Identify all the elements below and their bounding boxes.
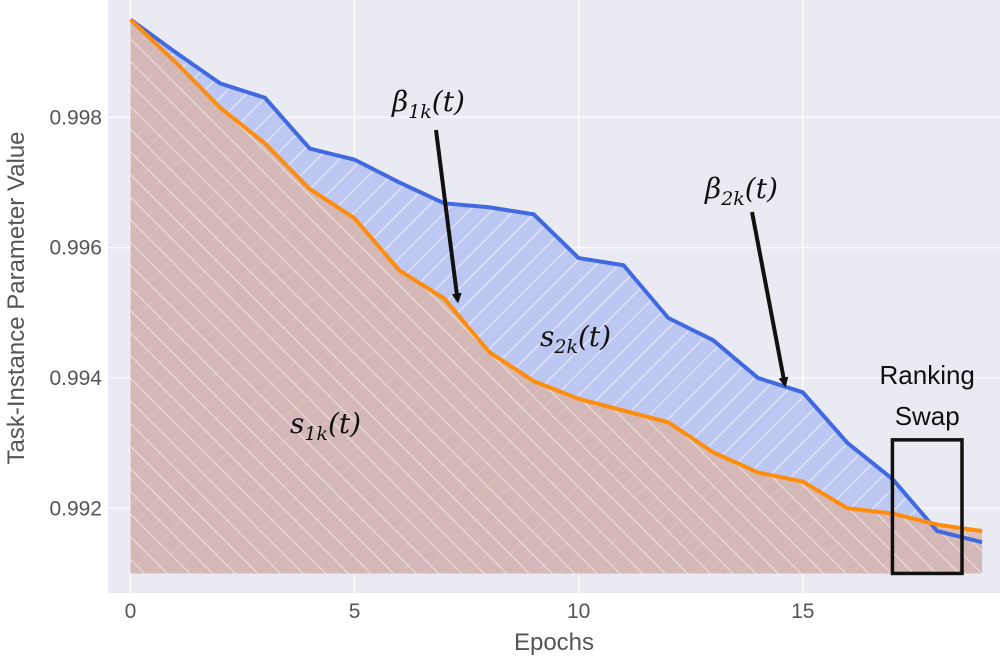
x-tick-label: 15 [791,600,814,623]
y-axis-label: Task-Instance Parameter Value [3,131,30,464]
y-tick-label: 0.994 [49,367,102,390]
annotation-arrow-beta2 [750,211,789,388]
annotation-arrow-beta1 [434,129,462,304]
annotation-s2: s2k(t) [540,320,611,358]
y-tick-label: 0.996 [49,237,102,260]
series-line [129,18,983,534]
annotations: β1k(t) β2k(t) s2k(t) s1k(t) Ranking Swap [290,85,975,576]
tick-labels: 0 5 10 15 0.992 0.994 0.996 0.998 [49,106,814,623]
x-axis-label: Epochs [514,629,594,656]
y-tick-label: 0.998 [49,106,102,129]
series-area-hatch [130,19,983,574]
series-lines [129,17,983,545]
ranking-swap-box [890,438,964,576]
annotation-beta2: β2k(t) [704,172,778,210]
annotation-s1: s1k(t) [290,407,361,445]
x-tick-label: 10 [567,600,590,623]
ranking-swap-label: Swap [895,401,960,431]
ranking-swap-label: Ranking [880,360,975,390]
y-tick-label: 0.992 [49,497,102,520]
series-line [129,17,983,545]
x-tick-label: 5 [349,600,361,623]
x-tick-label: 0 [125,600,137,623]
annotation-beta1: β1k(t) [391,85,465,123]
